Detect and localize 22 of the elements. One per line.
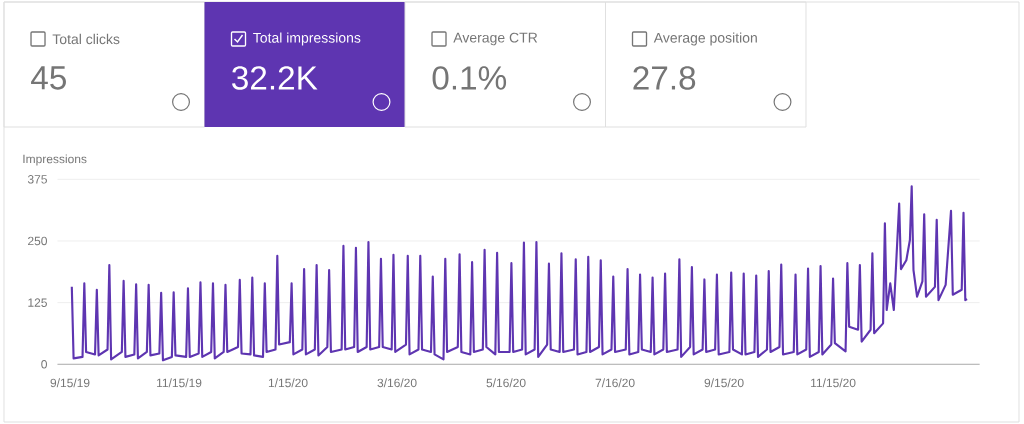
x-tick-label: 9/15/20: [704, 378, 744, 388]
text: Total clicks: [52, 33, 120, 45]
line-series: [70, 185, 969, 362]
text: 27.8: [633, 66, 696, 90]
y-tick-label: 0: [41, 360, 47, 369]
text: Average position: [653, 32, 757, 46]
x-tick-label: 11/15/20: [811, 378, 856, 388]
x-tick-label: 5/16/20: [486, 378, 526, 388]
text: 0.1%: [432, 66, 507, 90]
text: 32.2K: [232, 66, 318, 90]
y-tick-label: 125: [28, 298, 47, 307]
text: Total impressions: [253, 32, 361, 46]
y-tick-label: 250: [28, 236, 47, 246]
x-tick-label: 1/15/20: [268, 378, 308, 388]
x-tick-label: 11/15/19: [157, 378, 202, 388]
x-tick-label: 9/15/19: [50, 378, 90, 388]
text: Average CTR: [453, 32, 538, 46]
y-axis-title: Impressions: [23, 154, 87, 166]
x-tick-label: 3/16/20: [377, 378, 417, 388]
y-tick-label: 375: [27, 175, 47, 184]
x-tick-label: 7/16/20: [595, 378, 635, 388]
text: 45: [31, 66, 66, 90]
